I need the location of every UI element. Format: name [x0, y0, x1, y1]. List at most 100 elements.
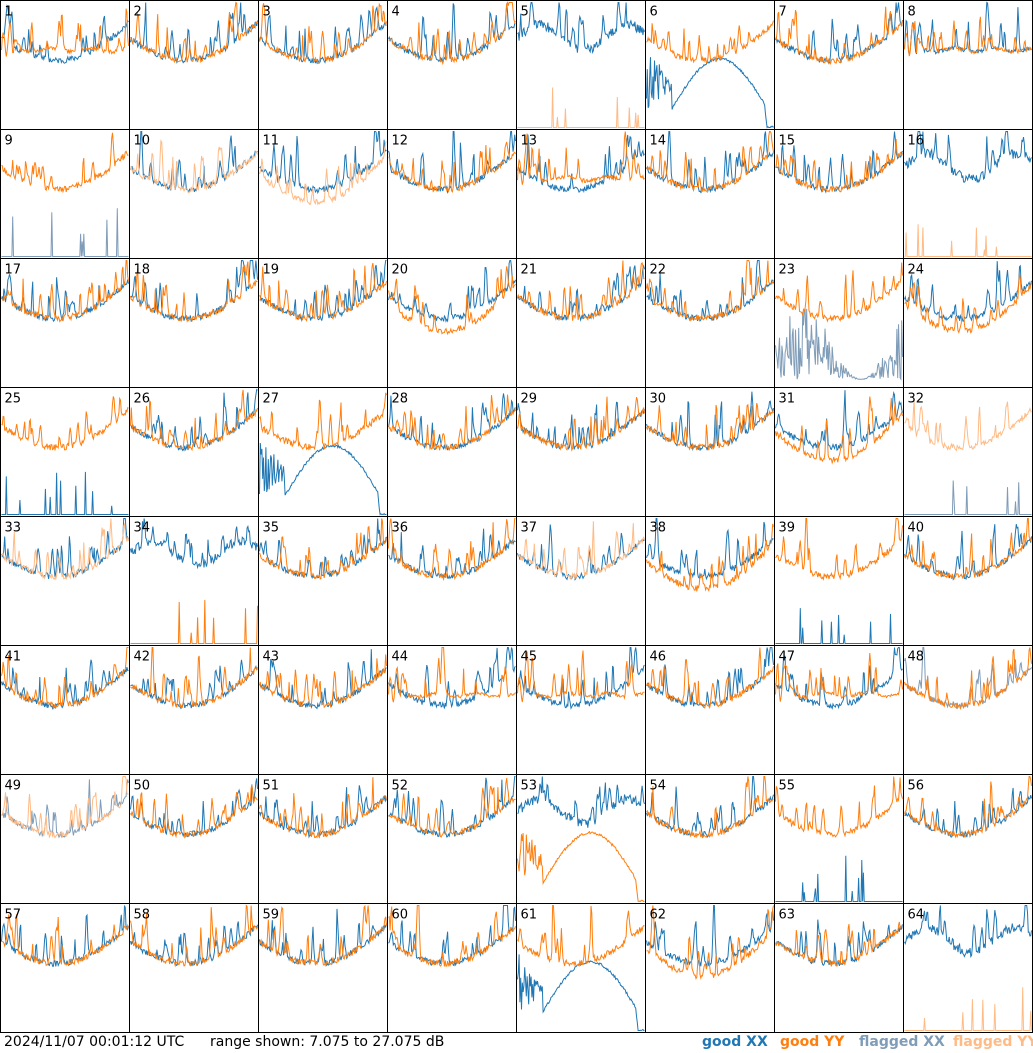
panel-30: 30 — [646, 392, 774, 452]
series-yy-line — [904, 987, 1032, 1031]
series-xx-line — [1, 208, 129, 257]
series-xx-line — [517, 264, 645, 322]
series-yy-line — [259, 392, 387, 451]
series-yy-line — [775, 921, 903, 967]
panel-label: 38 — [650, 521, 667, 536]
panel-40: 40 — [904, 518, 1032, 581]
panel-label: 14 — [650, 134, 667, 149]
series-xx-line — [259, 442, 387, 516]
series-yy-line — [517, 830, 645, 903]
panel-61: 61 — [517, 905, 645, 1032]
series-yy-line — [1, 518, 129, 581]
panel-label: 2 — [134, 5, 142, 20]
panel-18: 18 — [130, 260, 258, 323]
panel-25: 25 — [1, 392, 129, 515]
panel-label: 12 — [392, 134, 409, 149]
panel-27: 27 — [259, 392, 387, 516]
series-yy-line — [517, 650, 645, 703]
panel-49: 49 — [1, 776, 129, 839]
series-xx-line — [775, 390, 903, 452]
series-yy-line — [130, 647, 258, 710]
series-xx-line — [904, 905, 1032, 958]
panel-10: 10 — [130, 131, 258, 194]
series-yy-line — [388, 778, 516, 838]
series-yy-line — [646, 131, 774, 194]
series-yy-line — [1, 647, 129, 710]
series-xx-line — [259, 131, 387, 195]
panel-15: 15 — [775, 131, 903, 194]
series-yy-line — [259, 2, 387, 64]
legend-flagged-xx: flagged XX — [859, 1034, 945, 1050]
series-yy-line — [646, 647, 774, 710]
panel-label: 64 — [908, 908, 925, 923]
panel-label: 55 — [779, 779, 796, 794]
series-yy-line — [130, 904, 258, 968]
panel-label: 32 — [908, 392, 925, 407]
series-yy-line — [1, 132, 129, 194]
panel-53: 53 — [517, 776, 645, 903]
panel-8: 8 — [904, 1, 1032, 57]
range-text: range shown: 7.075 to 27.075 dB — [210, 1034, 445, 1050]
series-yy-line — [646, 776, 774, 839]
series-xx-line — [130, 518, 258, 570]
legend-good-xx: good XX — [702, 1034, 768, 1050]
panel-51: 51 — [259, 777, 387, 839]
panel-21: 21 — [517, 260, 645, 322]
panel-label: 54 — [650, 779, 667, 794]
series-yy-line — [646, 403, 774, 451]
series-xx-line — [646, 260, 774, 322]
panel-label: 16 — [908, 134, 925, 149]
panel-14: 14 — [646, 131, 774, 194]
series-yy-line — [259, 518, 387, 580]
series-yy-line — [1, 260, 129, 323]
panel-47: 47 — [775, 647, 903, 710]
series-xx-line — [775, 919, 903, 967]
series-xx-line — [130, 659, 258, 710]
series-yy-line — [517, 521, 645, 581]
panel-label: 3 — [263, 5, 271, 20]
series-yy-line — [517, 131, 645, 185]
series-yy-line — [775, 396, 903, 465]
series-yy-line — [646, 260, 774, 322]
series-xx-line — [517, 524, 645, 581]
panel-label: 60 — [392, 908, 409, 923]
series-xx-line — [130, 921, 258, 967]
panel-label: 41 — [5, 650, 22, 665]
panel-label: 46 — [650, 650, 667, 665]
panel-label: 11 — [263, 134, 280, 149]
panel-label: 7 — [779, 5, 787, 20]
panel-32: 32 — [904, 392, 1032, 515]
panel-59: 59 — [259, 904, 387, 968]
panel-label: 26 — [134, 392, 151, 407]
series-xx-line — [646, 518, 774, 581]
panel-label: 48 — [908, 650, 925, 665]
panel-20: 20 — [388, 260, 516, 336]
panel-label: 53 — [521, 779, 538, 794]
panel-45: 45 — [517, 647, 645, 710]
series-xx-line — [646, 57, 774, 129]
panel-2: 2 — [130, 1, 258, 64]
series-yy-line — [388, 141, 516, 194]
series-xx-line — [388, 3, 516, 64]
panel-label: 9 — [5, 134, 13, 149]
panel-7: 7 — [775, 2, 903, 66]
series-yy-line — [517, 396, 645, 452]
series-xx-line — [1, 471, 129, 515]
panel-label: 21 — [521, 263, 538, 278]
series-yy-line — [259, 141, 387, 206]
panel-63: 63 — [775, 908, 903, 967]
panel-44: 44 — [388, 647, 516, 709]
panel-label: 31 — [779, 392, 796, 407]
panel-46: 46 — [646, 647, 774, 710]
panel-label: 28 — [392, 392, 409, 407]
series-xx-line — [388, 776, 516, 838]
panel-label: 52 — [392, 779, 409, 794]
series-yy-line — [517, 905, 645, 968]
legend-flagged-yy: flagged YY — [953, 1034, 1033, 1050]
panel-label: 13 — [521, 134, 538, 149]
panel-50: 50 — [130, 778, 258, 839]
series-xx-line — [1, 4, 129, 64]
panel-label: 19 — [263, 263, 280, 278]
panel-label: 29 — [521, 392, 538, 407]
panel-label: 22 — [650, 263, 667, 278]
